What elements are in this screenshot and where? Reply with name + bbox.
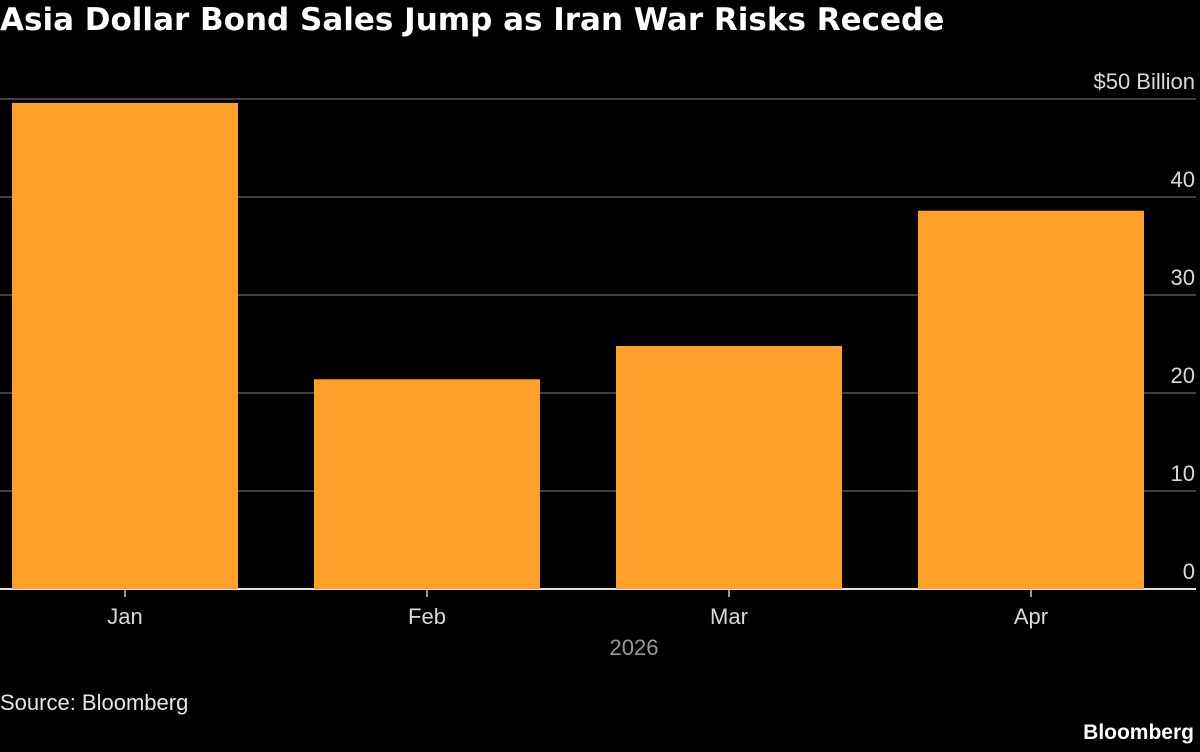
bar-apr — [918, 210, 1144, 589]
x-tick-label: Feb — [408, 604, 446, 629]
bar-mar — [616, 345, 842, 589]
y-tick-label: 40 — [1171, 167, 1195, 192]
bar-jan — [12, 102, 238, 590]
y-tick-labels: 0 10 20 30 40 $50 Billion — [1093, 69, 1195, 584]
bloomberg-logo: Bloomberg — [1083, 721, 1194, 744]
y-tick-label: 10 — [1171, 461, 1195, 486]
x-tick-label: Jan — [107, 604, 142, 629]
x-tick-label: Mar — [710, 604, 748, 629]
y-tick-label: $50 Billion — [1093, 69, 1195, 94]
bars — [12, 102, 1144, 590]
bar-feb — [314, 379, 540, 589]
x-axis-label: 2026 — [610, 635, 659, 660]
y-tick-label: 30 — [1171, 265, 1195, 290]
x-tick-label: Apr — [1014, 604, 1048, 629]
y-tick-label: 0 — [1183, 559, 1195, 584]
x-tick-labels: Jan Feb Mar Apr — [107, 589, 1048, 629]
source-note: Source: Bloomberg — [0, 690, 189, 715]
chart-title: Asia Dollar Bond Sales Jump as Iran War … — [0, 2, 945, 38]
y-tick-label: 20 — [1171, 363, 1195, 388]
